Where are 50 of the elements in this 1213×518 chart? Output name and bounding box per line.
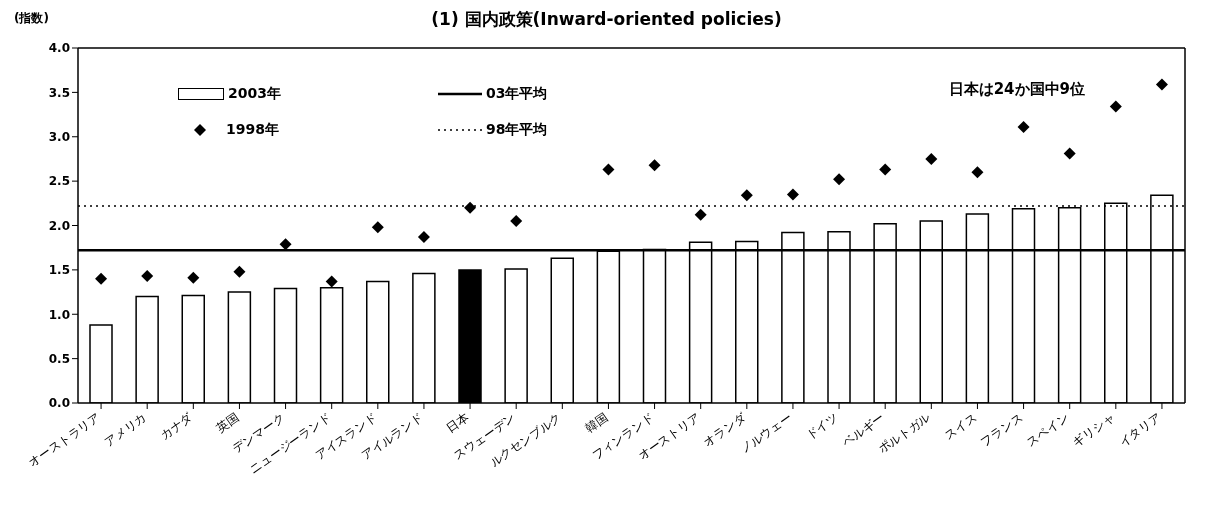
point: [694, 208, 707, 221]
x-tick-label: 日本: [444, 409, 472, 436]
point: [971, 166, 984, 179]
legend-label: 1998年: [226, 121, 279, 139]
point: [1063, 147, 1076, 160]
y-tick-label: 2.0: [48, 218, 70, 233]
y-tick-label: 1.0: [48, 307, 70, 322]
y-tick-label: 4.0: [48, 41, 70, 56]
x-tick-label: アメリカ: [101, 409, 149, 449]
x-tick-label: フランス: [977, 409, 1026, 449]
point: [1017, 120, 1030, 133]
chart-title: (1) 国内政策(Inward-oriented policies): [431, 9, 782, 29]
point: [1109, 100, 1122, 113]
y-axis-title: (指数): [14, 10, 49, 27]
point: [417, 231, 430, 244]
point: [925, 152, 938, 165]
point: [833, 173, 846, 186]
point: [648, 159, 661, 172]
point: [371, 221, 384, 234]
x-tick-label: 韓国: [582, 409, 611, 436]
point: [740, 189, 753, 202]
legend-label: 03年平均: [486, 85, 548, 103]
y-tick-label: 0.5: [48, 351, 70, 366]
point: [325, 275, 338, 288]
point: [233, 265, 246, 278]
y-tick-label: 3.5: [48, 85, 70, 100]
x-tick-label: ドイツ: [803, 409, 841, 443]
point: [879, 163, 892, 176]
x-tick-label: スペイン: [1024, 409, 1072, 449]
legend-label: 2003年: [228, 85, 281, 103]
point: [1155, 78, 1168, 91]
point: [464, 201, 477, 214]
x-tick-label: ギリシャ: [1070, 409, 1118, 449]
y-tick-label: 1.5: [48, 263, 70, 278]
x-tick-label: スイス: [941, 409, 980, 443]
point: [95, 272, 108, 285]
x-tick-label: 英国: [213, 409, 242, 436]
point: [187, 271, 200, 284]
y-tick-label: 0.0: [48, 396, 70, 411]
point: [786, 188, 799, 201]
point: [602, 163, 615, 176]
x-tick-label: カナダ: [157, 409, 196, 443]
annotation: 日本は24か国中9位: [948, 80, 1085, 99]
legend-label: 98年平均: [486, 121, 548, 139]
point: [510, 215, 523, 228]
y-tick-label: 2.5: [48, 174, 70, 189]
x-tick-label: イタリア: [1116, 409, 1164, 449]
y-tick-label: 3.0: [48, 130, 70, 145]
x-tick-label: オーストラリア: [25, 409, 103, 470]
point: [141, 270, 154, 283]
